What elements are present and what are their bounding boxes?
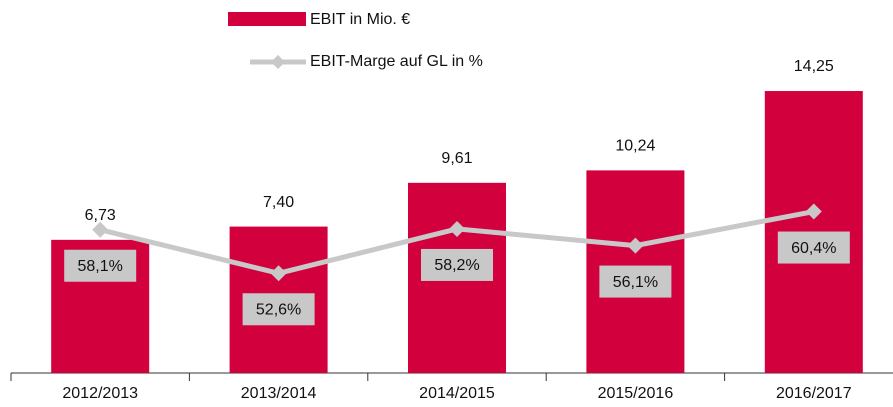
line-marker [270,265,287,282]
legend-label: EBIT-Marge auf GL in % [310,53,483,70]
line-label-box [777,231,850,264]
line-value-label: 60,4% [791,240,836,257]
x-tick-label: 2013/2014 [241,385,317,402]
line-marker [627,237,644,254]
x-tick-label: 2014/2015 [419,385,495,402]
line-label-box [421,248,493,281]
line-value-label: 52,6% [256,301,301,318]
line-value-label: 56,1% [613,274,658,291]
bar-value-label: 10,24 [615,138,655,155]
line-marker [805,203,822,220]
line-label-box [599,265,672,298]
bar-value-label: 7,40 [263,194,294,211]
line-value-label: 58,2% [434,257,479,274]
x-tick-label: 2012/2013 [62,385,138,402]
line-marker [92,221,109,238]
line-label-box [64,249,137,282]
bar-value-label: 9,61 [441,150,472,167]
x-tick-label: 2016/2017 [776,385,852,402]
bar-value-label: 6,73 [85,207,116,224]
line-marker [449,220,465,237]
line-value-label: 58,1% [78,258,123,275]
legend-marker [271,55,285,69]
bar-value-label: 14,25 [794,58,834,75]
legend-swatch [228,12,306,26]
line-label-box [242,293,315,326]
x-tick-label: 2015/2016 [598,385,674,402]
legend-label: EBIT in Mio. € [310,11,410,28]
